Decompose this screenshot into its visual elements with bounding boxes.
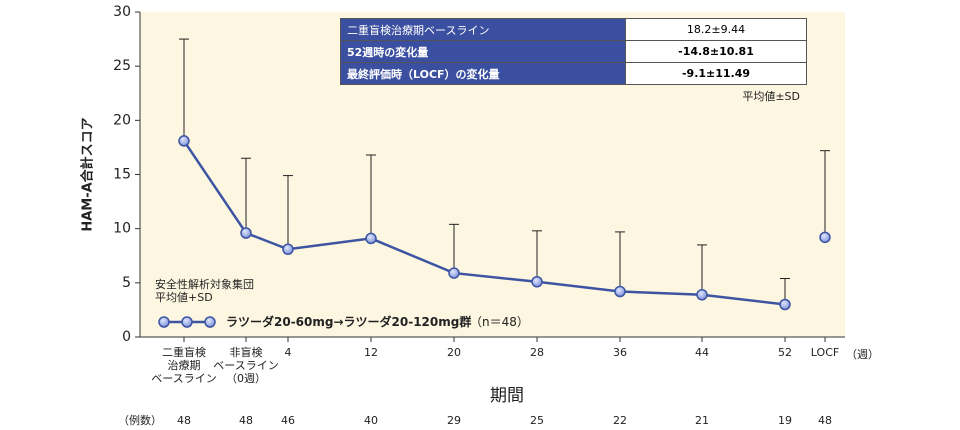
y-tick-label: 30 [113, 4, 131, 20]
point [178, 135, 190, 147]
y-tick-label: 10 [113, 221, 131, 237]
n-value: 48 [818, 414, 832, 427]
point [779, 298, 791, 311]
n-value: 19 [778, 414, 792, 427]
x-unit: （週） [846, 348, 879, 361]
x-tick-label: 4 [284, 346, 292, 359]
x-title: 期間 [490, 386, 524, 406]
x-tick-label: 12 [364, 346, 378, 359]
point [819, 231, 831, 244]
legend-note: （n＝48） [470, 315, 529, 329]
cell: -9.1±11.49 [625, 62, 807, 85]
n-value: 25 [530, 414, 544, 427]
n-label: （例数） [118, 414, 162, 427]
cell: 最終評価時（LOCF）の変化量 [340, 62, 626, 85]
x-tick-label: 36 [613, 346, 627, 359]
point [696, 289, 708, 301]
y-tick-label: 20 [113, 112, 131, 128]
cell: 52週時の変化量 [340, 40, 626, 63]
y-tick-label: 15 [113, 167, 131, 183]
x-tick-label: 28 [530, 346, 544, 359]
point [614, 285, 626, 298]
x-tick-label: 52 [778, 346, 792, 359]
point [531, 276, 543, 288]
y-title: HAM-A合計スコア [80, 117, 96, 231]
point [448, 267, 460, 279]
cell: -14.8±10.81 [625, 40, 807, 63]
table-note: 平均値±SD [742, 90, 800, 103]
legend-marker [158, 316, 170, 328]
legend-marker [204, 316, 216, 328]
point [282, 243, 294, 255]
point [240, 227, 252, 239]
x-tick-label: 20 [447, 346, 461, 359]
n-value: 46 [281, 414, 295, 427]
n-value: 22 [613, 414, 627, 427]
legend-marker [181, 316, 193, 328]
y-tick-label: 5 [122, 275, 131, 291]
cell: 二重盲検治療期ベースライン [340, 18, 626, 41]
n-value: 48 [177, 414, 191, 427]
x-tick-label: 二重盲検 治療期 ベースライン [151, 346, 217, 385]
y-tick-label: 0 [122, 329, 131, 345]
n-value: 48 [239, 414, 253, 427]
legend-label: ラツーダ20-60mg→ラツーダ20-120mg群 [226, 315, 472, 329]
summary-table: 二重盲検治療期ベースライン 18.2±9.44 52週時の変化量 -14.8±10.… [340, 18, 807, 85]
point [365, 232, 377, 245]
n-value: 29 [447, 414, 461, 427]
x-tick-label: 44 [695, 346, 709, 359]
x-tick-label: 非盲検 ベースライン （0週） [213, 346, 279, 385]
n-value: 40 [364, 414, 378, 427]
n-value: 21 [695, 414, 709, 427]
y-tick-label: 25 [113, 58, 131, 74]
x-tick-label: LOCF [810, 346, 840, 359]
cell: 18.2±9.44 [625, 18, 807, 41]
legend-title: 安全性解析対象集団 平均値+SD [155, 278, 254, 304]
